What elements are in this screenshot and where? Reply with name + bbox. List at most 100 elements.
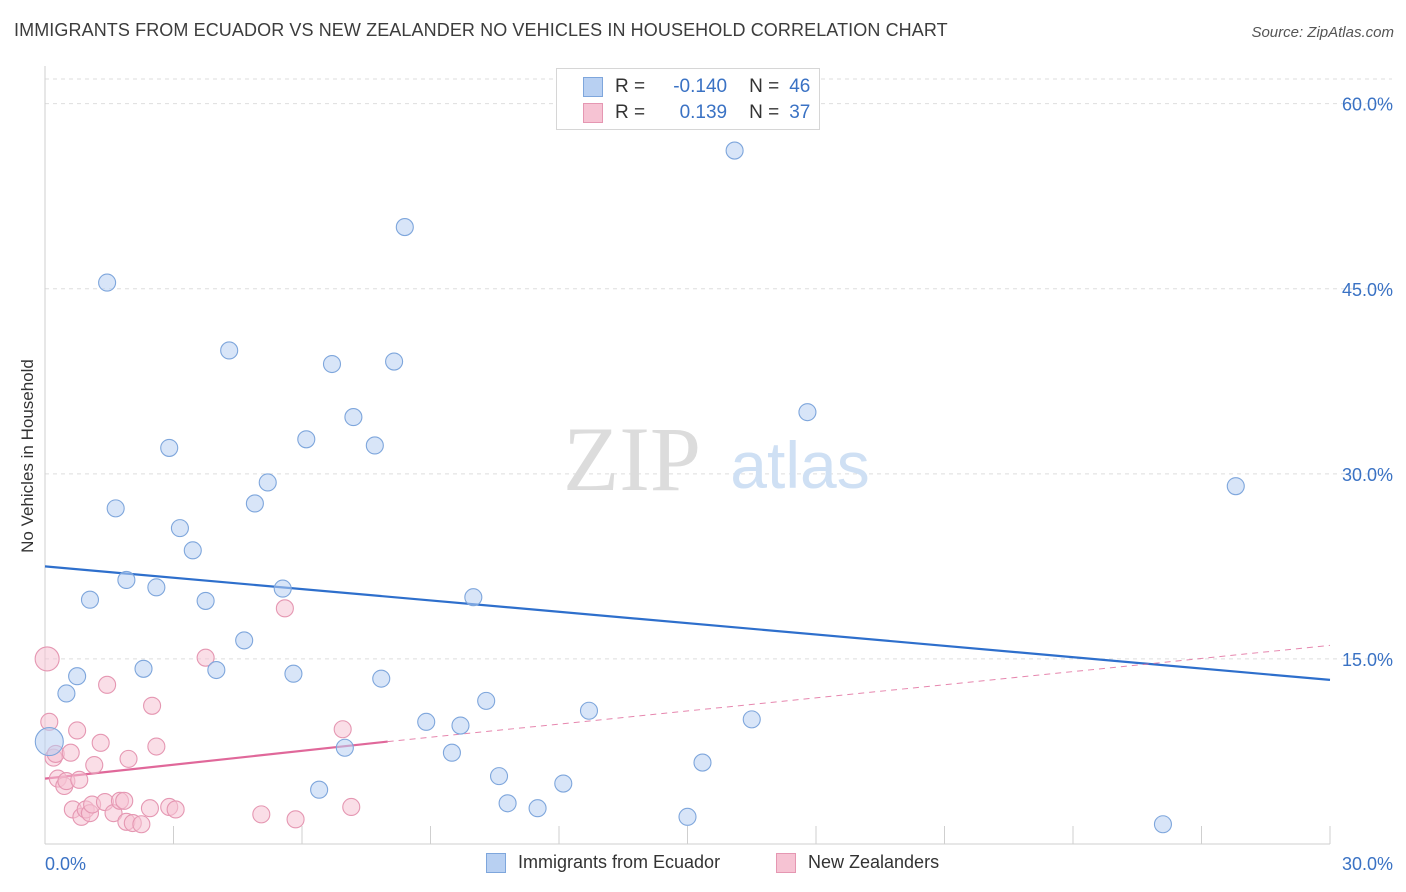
pink-swatch-icon (583, 103, 603, 123)
series-legend: Immigrants from Ecuador New Zealanders (0, 850, 1406, 880)
data-point-ecuador (554, 774, 573, 793)
data-point-ecuador (310, 780, 329, 799)
data-point-new-zealanders (286, 810, 305, 829)
data-point-new-zealanders (34, 646, 60, 672)
data-point-ecuador (417, 712, 436, 731)
data-point-new-zealanders (119, 749, 138, 768)
watermark-atlas: atlas (730, 428, 869, 502)
data-point-ecuador (134, 659, 153, 678)
data-point-ecuador (344, 408, 363, 427)
legend-item-new-zealanders: New Zealanders (776, 852, 939, 873)
legend-label: New Zealanders (808, 852, 940, 872)
data-point-ecuador (464, 588, 483, 607)
legend-label: Immigrants from Ecuador (518, 852, 721, 872)
data-point-ecuador (284, 664, 303, 683)
r-label: R = (615, 76, 646, 97)
legend-row-ecuador: R = -0.140 N = 46 (583, 74, 810, 100)
data-point-new-zealanders (166, 800, 185, 819)
data-point-ecuador (678, 807, 697, 826)
data-point-ecuador (117, 570, 136, 590)
data-point-ecuador (258, 473, 277, 492)
data-point-new-zealanders (98, 675, 117, 694)
data-point-ecuador (34, 727, 64, 757)
data-point-ecuador (498, 794, 517, 813)
data-point-ecuador (451, 716, 470, 735)
data-point-ecuador (1153, 815, 1172, 834)
data-point-ecuador (322, 354, 342, 374)
data-point-new-zealanders (68, 721, 87, 740)
n-value: 46 (789, 76, 811, 97)
data-point-ecuador (798, 403, 817, 422)
blue-swatch-icon (583, 77, 603, 97)
trend-line-new-zealanders-extension (387, 644, 1331, 743)
data-point-ecuador (365, 436, 384, 455)
data-point-ecuador (98, 273, 117, 292)
watermark: ZIP atlas (563, 408, 870, 510)
grid-layer (45, 78, 1392, 660)
data-point-ecuador (579, 701, 599, 720)
tick-labels: 15.0% 30.0% 45.0% 60.0% 0.0% 30.0% (45, 95, 1393, 874)
n-value: 37 (789, 102, 811, 123)
trend-layer (44, 565, 1331, 780)
pink-swatch-icon (776, 852, 796, 873)
data-point-new-zealanders (333, 720, 352, 739)
data-point-ecuador (372, 669, 391, 688)
y-axis-label: No Vehicles in Household (18, 359, 37, 553)
y-tick-label: 45.0% (1342, 280, 1393, 300)
blue-swatch-icon (486, 852, 506, 873)
data-point-ecuador (245, 494, 264, 513)
data-point-ecuador (57, 684, 76, 703)
data-point-ecuador (207, 660, 226, 680)
data-point-new-zealanders (147, 737, 166, 756)
data-point-ecuador (528, 799, 547, 818)
y-tick-label: 60.0% (1342, 95, 1393, 115)
y-tick-label: 15.0% (1342, 650, 1393, 670)
data-point-new-zealanders (196, 648, 215, 667)
watermark-zip: ZIP (563, 408, 701, 510)
data-point-ecuador (395, 218, 414, 237)
r-value: 0.139 (679, 102, 728, 123)
chart-title: IMMIGRANTS FROM ECUADOR VS NEW ZEALANDER… (14, 20, 948, 40)
data-point-ecuador (160, 438, 179, 457)
data-point-new-zealanders (143, 696, 162, 715)
data-point-new-zealanders (275, 599, 294, 618)
x-tick-label: 30.0% (1342, 854, 1393, 874)
trend-line-ecuador (44, 565, 1331, 681)
data-point-new-zealanders (132, 815, 151, 834)
data-point-ecuador (442, 743, 461, 762)
data-point-new-zealanders (342, 797, 361, 817)
legend-item-ecuador: Immigrants from Ecuador (486, 852, 720, 873)
data-point-ecuador (477, 691, 496, 710)
data-point-ecuador (220, 341, 239, 360)
data-point-ecuador (297, 430, 316, 449)
data-point-new-zealanders (61, 743, 80, 762)
data-point-new-zealanders (252, 805, 271, 824)
data-point-new-zealanders (115, 791, 134, 810)
data-point-new-zealanders (140, 799, 159, 818)
n-label: N = (749, 102, 780, 123)
data-point-ecuador (106, 499, 125, 518)
r-label: R = (615, 102, 646, 123)
y-tick-label: 30.0% (1342, 465, 1393, 485)
legend-row-new-zealanders: R = 0.139 N = 37 (583, 100, 810, 126)
data-point-ecuador (742, 710, 761, 729)
correlation-legend: R = -0.140 N = 46 R = 0.139 N = 37 (556, 68, 820, 130)
data-point-ecuador (147, 578, 166, 597)
data-point-new-zealanders (91, 733, 110, 752)
data-point-ecuador (80, 590, 100, 609)
data-point-ecuador (1226, 477, 1245, 496)
series-immigrants-from-ecuador (34, 141, 1245, 834)
data-point-ecuador (273, 579, 292, 598)
data-point-ecuador (170, 519, 189, 538)
data-point-ecuador (68, 667, 87, 686)
data-point-ecuador (385, 352, 404, 371)
r-value: -0.140 (673, 76, 728, 97)
data-point-ecuador (235, 631, 254, 650)
x-tick-label: 0.0% (45, 854, 86, 874)
data-point-new-zealanders (70, 770, 89, 789)
data-point-ecuador (183, 541, 202, 560)
data-point-ecuador (693, 753, 712, 772)
series-new-zealanders (34, 599, 361, 834)
source-note: Source: ZipAtlas.com (1251, 24, 1394, 41)
